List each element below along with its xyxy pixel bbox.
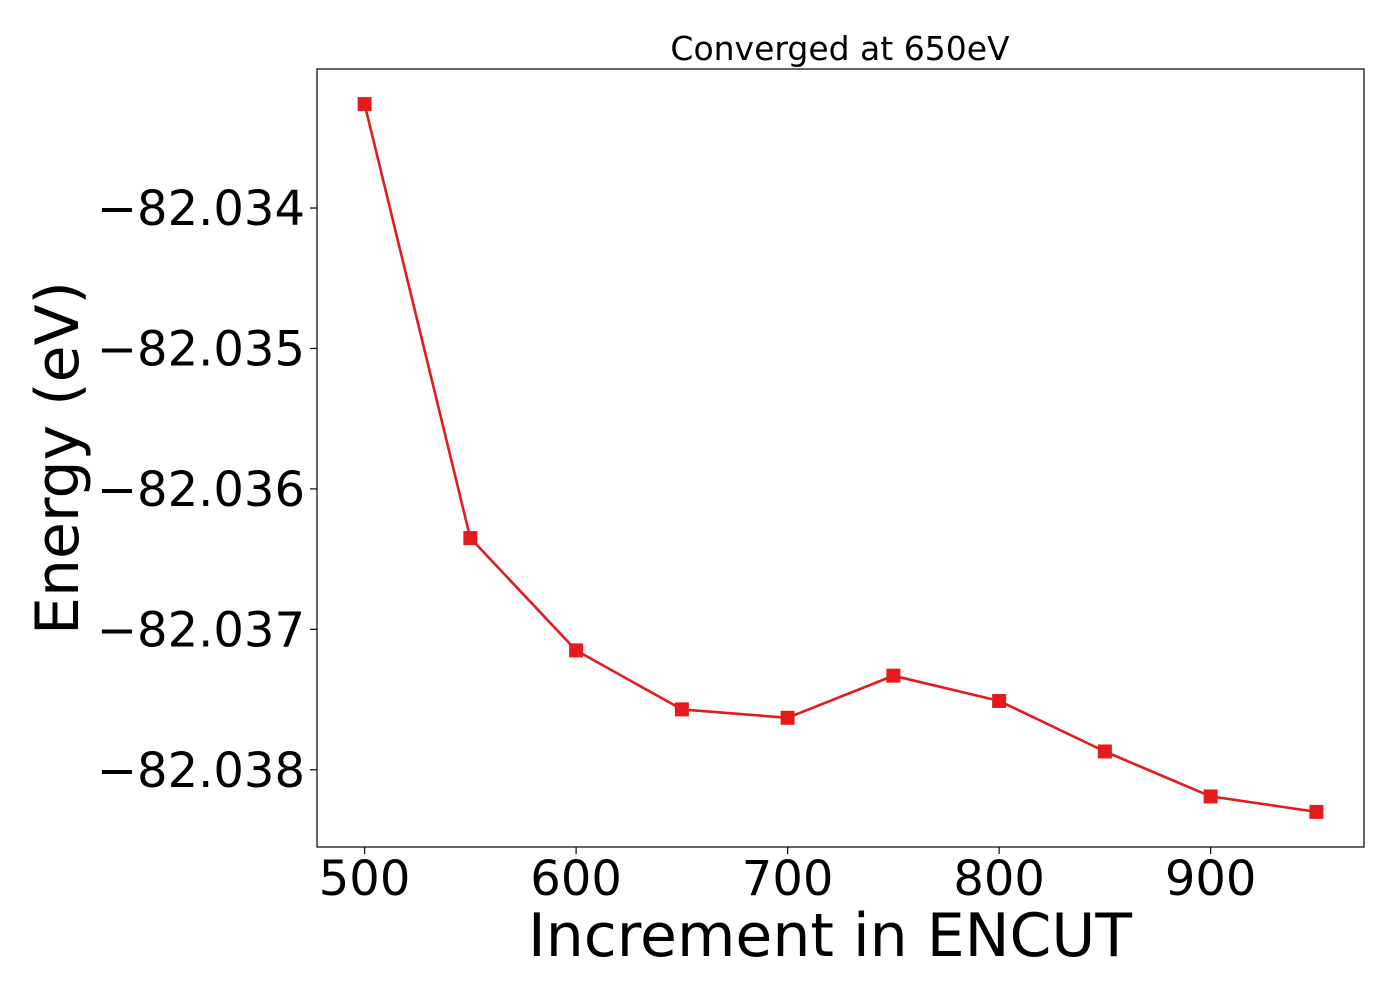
data-point-marker	[1309, 804, 1324, 819]
y-tick-label: −82.035	[97, 321, 305, 377]
data-point-marker	[1097, 744, 1112, 759]
y-tick-label: −82.038	[97, 743, 305, 799]
data-point-marker	[780, 710, 795, 725]
series-line	[363, 103, 1317, 814]
x-tick-label: 900	[1165, 851, 1257, 907]
y-tick-label: −82.037	[97, 602, 305, 658]
x-tick-label: 800	[953, 851, 1045, 907]
x-axis-ticks: 500 600 700 800 900	[319, 847, 1257, 907]
chart-title: Converged at 650eV	[670, 29, 1010, 68]
series-layer	[357, 97, 1324, 819]
x-axis-label: Increment in ENCUT	[528, 901, 1132, 971]
y-axis-label: Energy (eV)	[23, 281, 93, 635]
x-tick-label: 500	[319, 851, 411, 907]
x-tick-label: 600	[530, 851, 622, 907]
data-point-marker	[674, 702, 689, 717]
data-point-marker	[992, 693, 1007, 708]
data-point-marker	[569, 643, 584, 658]
x-tick-label: 700	[742, 851, 834, 907]
data-point-marker	[463, 531, 478, 546]
data-point-marker	[357, 97, 372, 112]
y-tick-label: −82.034	[97, 181, 305, 237]
y-tick-label: −82.036	[97, 462, 305, 518]
plot-area-frame	[316, 68, 1365, 848]
data-point-marker	[1203, 789, 1218, 804]
y-axis-ticks: −82.034 −82.035 −82.036 −82.037 −82.038	[97, 181, 317, 799]
data-point-marker	[886, 668, 901, 683]
